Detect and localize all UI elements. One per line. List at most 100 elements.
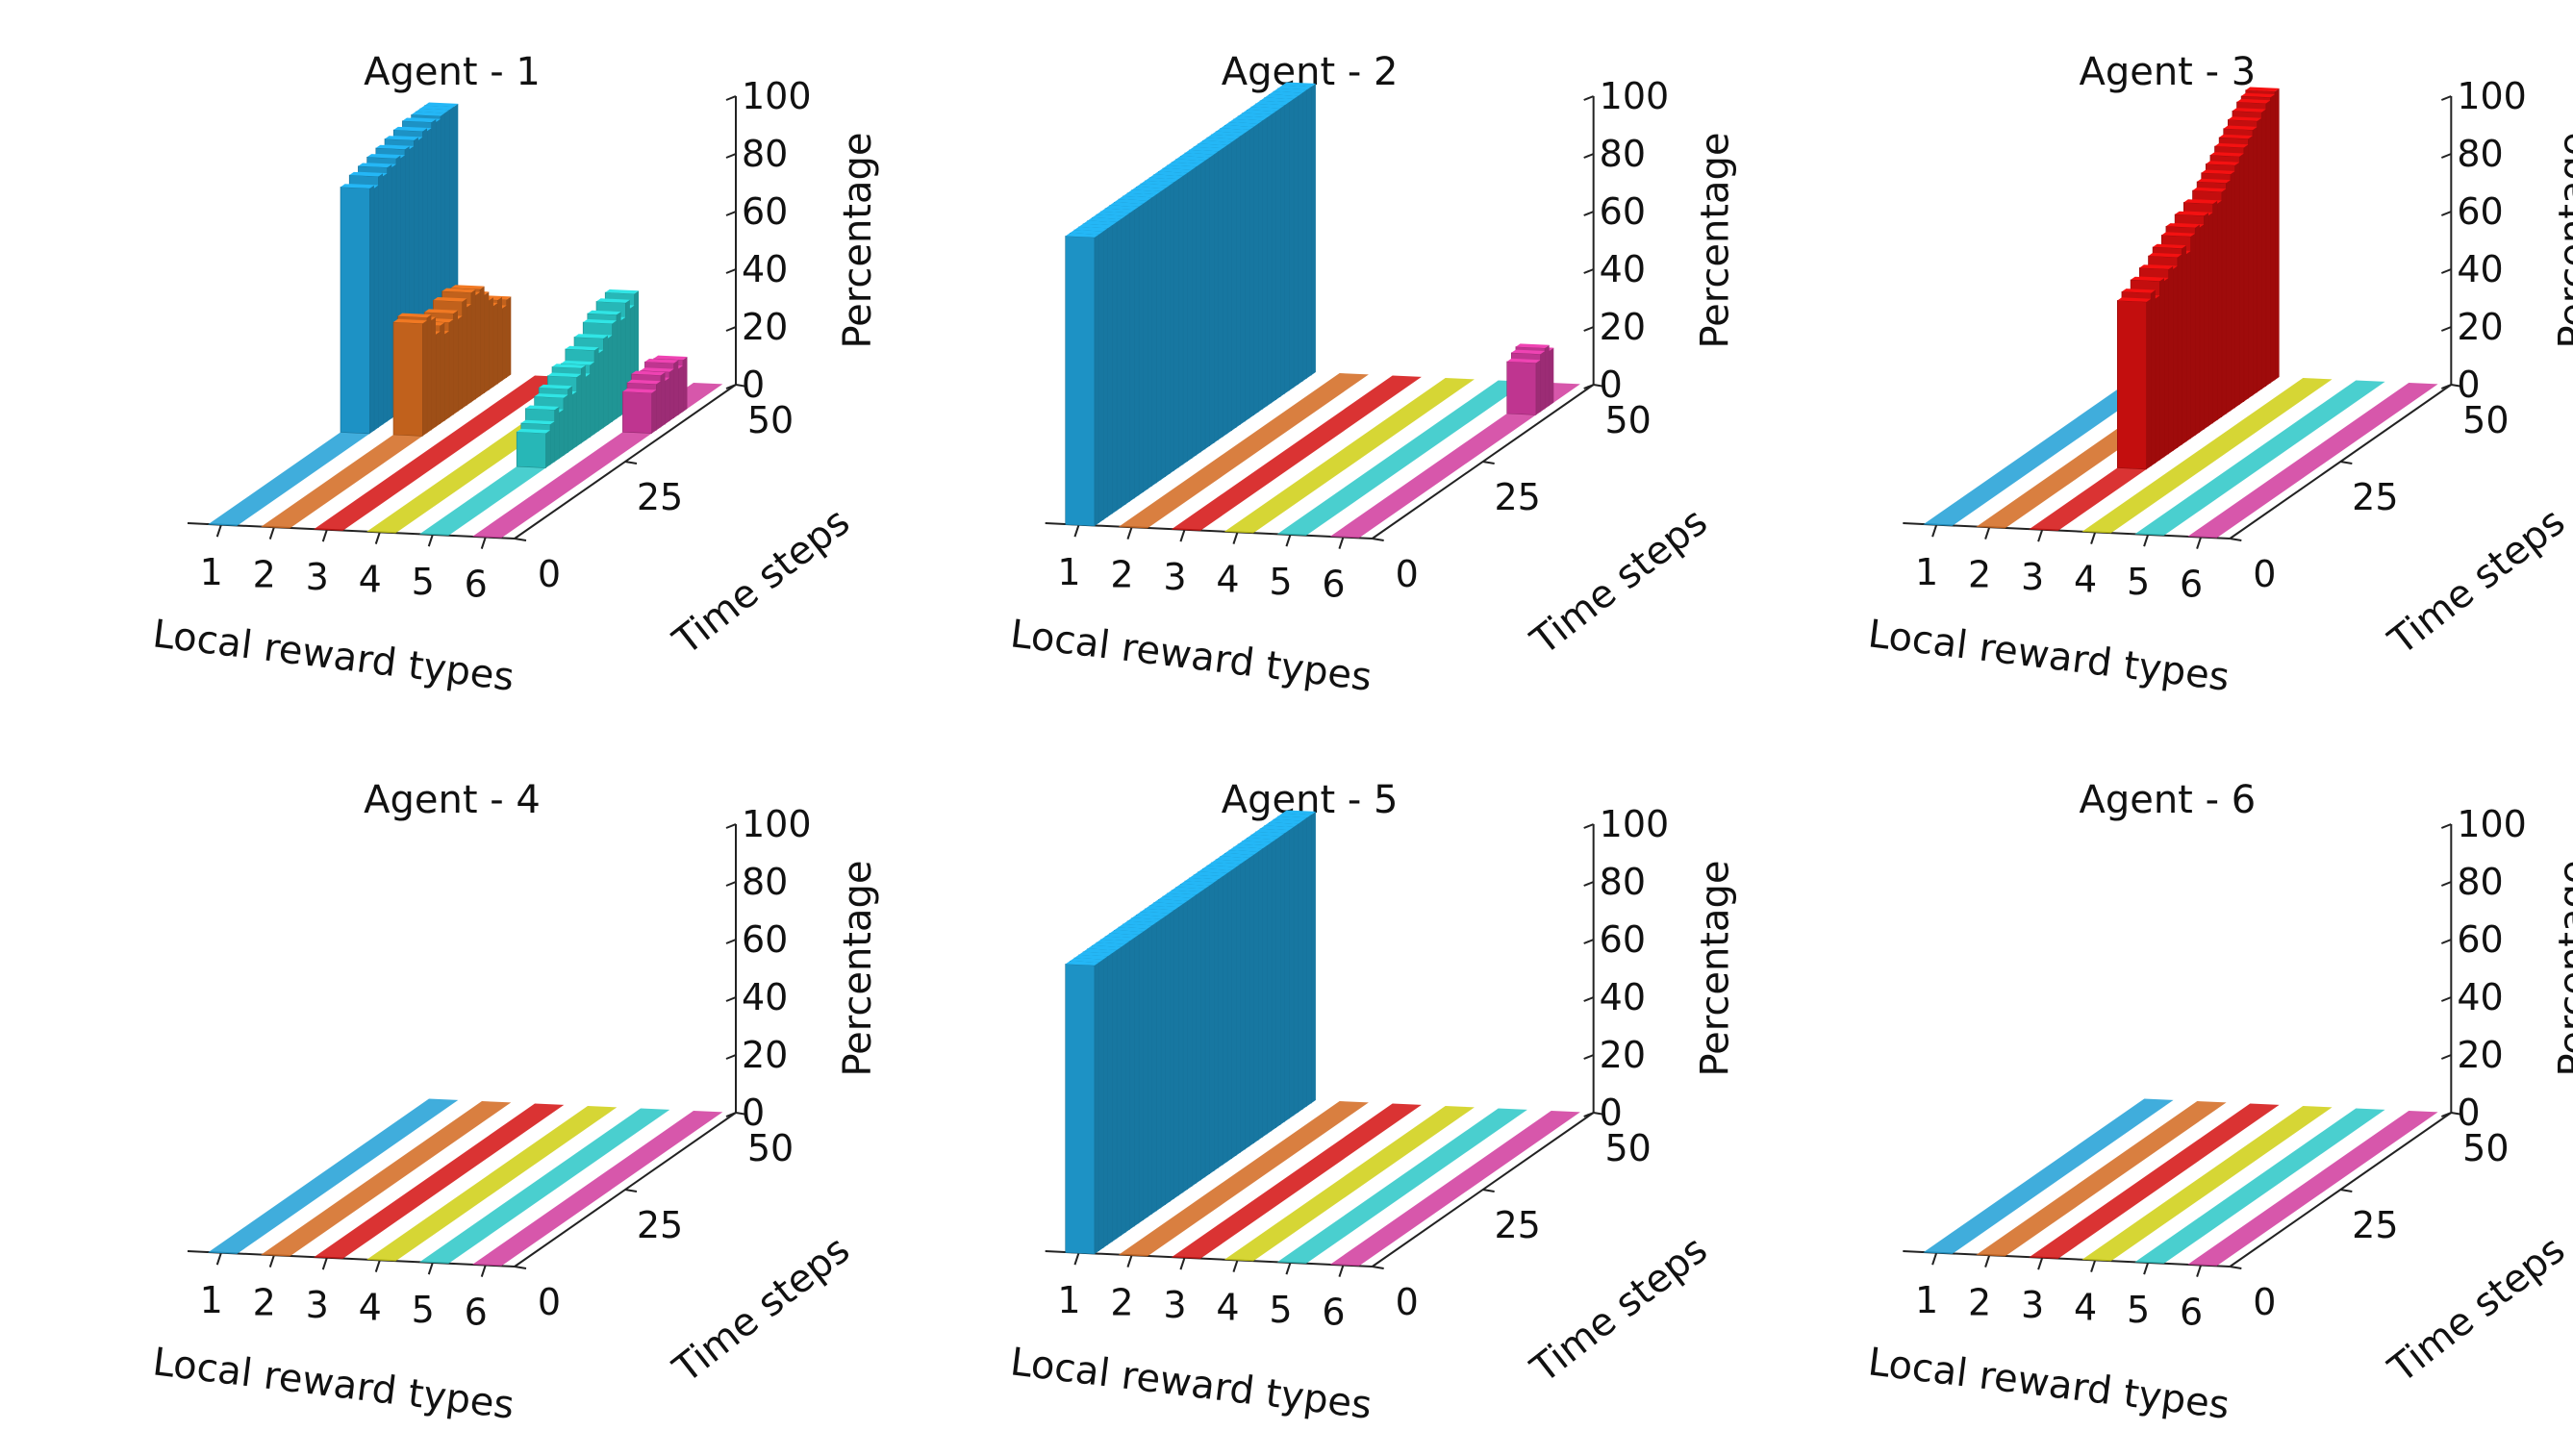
y-tick-label: 0 [2253,1281,2276,1323]
floor-strip-reward-4 [2081,378,2333,534]
bar-side [1275,836,1281,1128]
x-tick-mark [215,524,222,538]
bar-top [1211,131,1246,137]
bar-top [1083,220,1117,226]
bar-top [1162,892,1197,898]
z-tick-label: 100 [2457,75,2527,117]
bar-top [1189,146,1223,152]
z-tick-label: 100 [742,75,812,117]
bar-side [2190,233,2196,439]
bar-top [2117,297,2152,302]
bar-side [1178,903,1183,1196]
z-tick-label: 0 [2457,1092,2480,1134]
bar-side [1138,931,1144,1223]
bar-side [1192,166,1197,459]
x-tick-label: 4 [1216,1287,1239,1329]
bar-side [458,315,463,412]
bar-side [436,331,441,427]
y-tick-mark [2340,461,2353,464]
bar-side [1311,811,1316,1104]
x-tick-label: 4 [359,559,382,601]
bar-top [2214,142,2249,148]
bar-side [656,381,661,431]
x-tick-mark [321,1257,328,1270]
y-tick-mark [735,384,748,388]
bar-side [444,331,449,421]
x-tick-mark [2196,1265,2203,1277]
bar-side [1134,206,1139,499]
bar-top [1175,156,1210,161]
x-tick-mark [268,527,275,540]
z-axis-label: Percentage [1694,132,1738,348]
bar-top [1206,862,1241,867]
bar-top [2175,211,2208,216]
bar-top [441,288,476,293]
y-tick-mark [514,538,527,541]
bar-top [1180,881,1215,886]
z-axis-label: Percentage [2551,132,2573,348]
bar-side [1214,151,1219,443]
x-axis-label: Local reward types [150,1340,517,1428]
floor-strip-reward-3 [314,375,565,531]
bar-side [2195,224,2200,436]
x-tick-label: 2 [253,1282,276,1324]
bar-side [1306,815,1312,1107]
z-tick-mark [2440,326,2452,332]
floor-strip-reward-6 [472,1111,723,1267]
z-tick-mark [1583,153,1595,159]
floor-strip-reward-1 [1923,370,2174,526]
x-tick-label: 6 [465,564,488,606]
bar-top [1233,115,1268,121]
x-axis-line [187,1250,516,1268]
bar-side [1302,89,1307,382]
bar-side [1170,182,1174,474]
bar-front [1506,361,1537,415]
x-tick-label: 2 [1968,554,1991,596]
y-tick-mark [1593,1112,1605,1116]
z-tick-mark [2440,1112,2452,1117]
bar-side [453,310,458,414]
bar-side [1160,916,1166,1208]
bar-top [1070,230,1104,235]
x-tick-label: 1 [200,1279,223,1321]
bar-top [1506,358,1541,364]
x-tick-mark [480,1265,487,1277]
agent-chart-3: Agent - 3 1 2 3 4 5 6 Local reward types 0 25 50 Ti… [1866,50,2573,700]
bar-top [1194,143,1227,149]
bar-side [1129,210,1135,502]
bar-side [1289,826,1294,1119]
bar-side [669,368,674,421]
bar-top [1250,831,1285,837]
bar-top [1158,168,1193,173]
y-tick-mark [1482,1189,1495,1192]
y-tick-label: 0 [2253,553,2276,595]
bar-side [2204,213,2208,430]
x-tick-mark [1338,1265,1345,1277]
bar-top [583,318,617,324]
x-tick-label: 1 [200,551,223,593]
bar-side [2155,295,2160,464]
z-tick-mark [725,823,737,829]
bar-top [1172,887,1205,892]
bar-top [1260,97,1294,103]
floor-strip-reward-6 [1329,1111,1580,1267]
bar-side [1545,344,1550,409]
bar-side [1245,129,1249,422]
bar-side [576,373,582,447]
bar-side [2248,136,2253,399]
y-axis-label: Time steps [1523,500,1716,665]
bar-side [1156,190,1161,484]
y-tick-mark [624,461,638,464]
bar-side [1165,185,1171,477]
bar-top [393,126,427,132]
bar-top [2165,223,2200,228]
z-tick-mark [1583,1054,1595,1060]
bar-top [1096,211,1130,216]
bar-side [1116,946,1122,1239]
bar-top [1131,187,1166,191]
bar-top [341,184,374,188]
bar-top [2121,289,2156,293]
bar-top [539,384,572,389]
agent-chart-4: Agent - 4 1 2 3 4 5 6 Local reward types 0 25 50 Ti… [150,778,880,1428]
